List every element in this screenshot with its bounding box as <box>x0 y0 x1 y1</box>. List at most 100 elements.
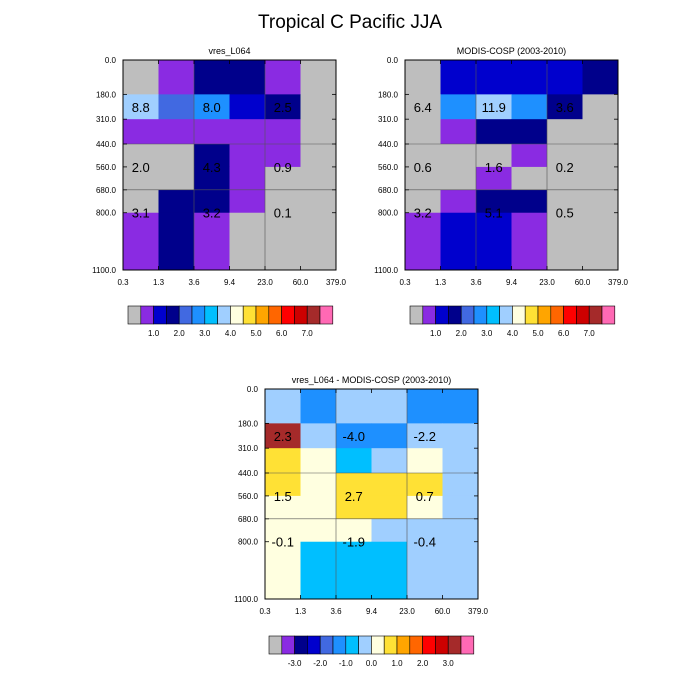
heatmap-cell <box>229 166 266 191</box>
colorbar-swatch <box>435 305 449 325</box>
heatmap-cell <box>194 212 230 271</box>
heatmap-cell <box>300 60 337 95</box>
cell-value-label: 8.8 <box>132 100 150 115</box>
heatmap-cell <box>336 389 372 424</box>
heatmap-cell <box>265 473 301 497</box>
colorbar-swatch <box>460 305 475 325</box>
heatmap-cell <box>194 119 230 145</box>
heatmap-cell <box>511 189 548 214</box>
heatmap-cell <box>440 189 477 214</box>
heatmap-cell <box>511 212 548 271</box>
x-tick-label: 9.4 <box>366 607 378 616</box>
heatmap-cell <box>442 473 479 497</box>
colorbar-swatch <box>473 305 488 325</box>
heatmap-cell <box>300 448 337 474</box>
heatmap-cell <box>194 94 230 120</box>
colorbar-swatch <box>588 305 603 325</box>
chart-panel-2: 0.3 1.3 3.6 9.4 23.0 60.0 379.0 0.0 180.0 310.0 44… <box>374 46 628 287</box>
cell-value-label: 2.0 <box>132 160 150 175</box>
x-tick-label: 23.0 <box>539 278 555 287</box>
heatmap-cell <box>371 518 408 543</box>
heatmap-cell <box>405 166 441 191</box>
colorbar-label: 5.0 <box>250 329 262 338</box>
colorbar-swatch <box>601 305 616 325</box>
heatmap-cell <box>476 119 512 145</box>
y-tick-label: 1100.0 <box>374 266 398 275</box>
y-tick-label: 180.0 <box>378 90 399 99</box>
cell-value-label: 3.6 <box>556 100 574 115</box>
colorbar-label: 6.0 <box>558 329 570 338</box>
heatmap-cell <box>265 166 301 191</box>
colorbar-swatch <box>435 635 449 655</box>
heatmap-cell <box>300 423 337 449</box>
colorbar-swatch <box>422 635 436 655</box>
y-tick-label: 0.0 <box>247 385 259 394</box>
colorbar-swatch <box>319 635 334 655</box>
heatmap-cell <box>300 473 337 497</box>
heatmap-cell <box>442 448 479 474</box>
cell-value-label: 0.1 <box>274 206 292 221</box>
heatmap-cell <box>476 94 512 120</box>
heatmap-cell <box>582 119 619 145</box>
cell-value-label: 4.3 <box>203 160 221 175</box>
y-tick-label: 800.0 <box>378 209 399 218</box>
y-tick-label: 310.0 <box>238 444 259 453</box>
heatmap-cell <box>547 60 583 95</box>
y-tick-label: 180.0 <box>96 90 117 99</box>
x-tick-label: 3.6 <box>330 607 342 616</box>
figure-title: Tropical C Pacific JJA <box>258 12 442 33</box>
heatmap-cell <box>336 423 372 449</box>
colorbar-swatch <box>140 305 154 325</box>
y-tick-label: 0.0 <box>105 56 117 65</box>
heatmap-cell <box>547 119 583 145</box>
heatmap-cell <box>229 119 266 145</box>
y-tick-label: 1100.0 <box>234 595 258 604</box>
colorbar-swatch <box>422 305 436 325</box>
heatmap-cell <box>158 94 195 120</box>
x-tick-label: 23.0 <box>257 278 273 287</box>
y-tick-label: 440.0 <box>238 469 259 478</box>
cell-value-label: 0.9 <box>274 160 292 175</box>
heatmap-cell <box>440 144 477 168</box>
y-tick-label: 560.0 <box>238 492 259 501</box>
heatmap-cell <box>229 189 266 214</box>
y-tick-label: 560.0 <box>378 163 399 172</box>
colorbar-swatch <box>460 635 475 655</box>
heatmap-cell <box>405 119 441 145</box>
heatmap-cell <box>442 389 479 424</box>
colorbar-swatch <box>166 305 180 325</box>
heatmap-cell <box>158 166 195 191</box>
heatmap-cell <box>194 60 230 95</box>
heatmap-cell <box>265 518 301 543</box>
heatmap-cell <box>440 166 477 191</box>
x-tick-label: 379.0 <box>608 278 629 287</box>
heatmap-cell <box>442 541 479 600</box>
cell-value-label: -4.0 <box>343 429 365 444</box>
heatmap-cell <box>265 541 301 600</box>
heatmap-cell <box>229 212 266 271</box>
heatmap-cell <box>582 166 619 191</box>
x-tick-label: 3.6 <box>470 278 482 287</box>
colorbar-swatch <box>191 305 206 325</box>
colorbar-label: 1.0 <box>391 659 403 668</box>
colorbar-label: 5.0 <box>532 329 544 338</box>
colorbar-swatch <box>307 635 321 655</box>
colorbar-label: 4.0 <box>507 329 519 338</box>
panel-title: MODIS-COSP (2003-2010) <box>457 46 566 56</box>
heatmap-cell <box>407 473 443 497</box>
heatmap-cell <box>371 495 408 520</box>
x-tick-label: 3.6 <box>188 278 200 287</box>
heatmap-cell <box>300 119 337 145</box>
colorbar-swatch <box>281 305 295 325</box>
heatmap-cell <box>405 60 441 95</box>
cell-value-label: 3.1 <box>132 206 150 221</box>
heatmap-cell <box>511 94 548 120</box>
x-tick-label: 0.3 <box>117 278 129 287</box>
colorbar-label: 1.0 <box>430 329 442 338</box>
heatmap-cell <box>407 423 443 449</box>
heatmap-cell <box>547 189 583 214</box>
cell-value-label: 1.5 <box>274 489 292 504</box>
heatmap-cell <box>476 60 512 95</box>
heatmap-cell <box>440 212 477 271</box>
heatmap-cell <box>300 495 337 520</box>
